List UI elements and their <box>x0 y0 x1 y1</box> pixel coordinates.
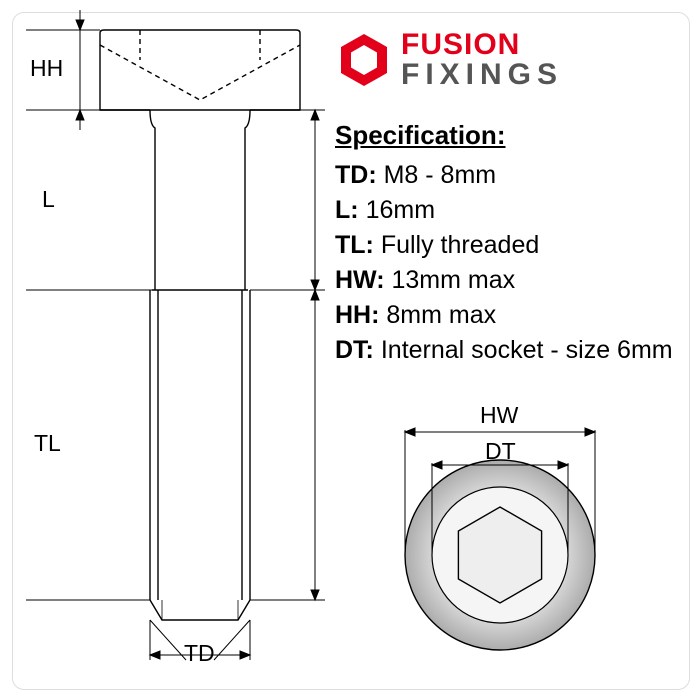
spec-key: L: <box>335 196 359 224</box>
brand-line1: FUSION <box>401 30 563 60</box>
spec-value: Fully threaded <box>381 231 539 259</box>
spec-value: M8 - 8mm <box>384 161 497 189</box>
spec-title: Specification: <box>335 120 675 151</box>
brand-logo: FUSION FIXINGS <box>335 30 563 90</box>
specification-block: Specification: TD: M8 - 8mm L: 16mm TL: … <box>335 120 675 371</box>
spec-key: TL: <box>335 231 374 259</box>
brand-line2: FIXINGS <box>401 60 563 90</box>
spec-key: DT: <box>335 336 374 364</box>
spec-key: TD: <box>335 161 377 189</box>
spec-value: Internal socket - size 6mm <box>381 336 673 364</box>
spec-key: HW: <box>335 266 385 294</box>
spec-value: 13mm max <box>391 266 515 294</box>
spec-key: HH: <box>335 301 379 329</box>
spec-value: 16mm <box>366 196 435 224</box>
bolt-head-icon <box>335 31 393 89</box>
label-hw: HW <box>480 402 518 429</box>
label-dt: DT <box>485 438 516 465</box>
spec-value: 8mm max <box>386 301 496 329</box>
